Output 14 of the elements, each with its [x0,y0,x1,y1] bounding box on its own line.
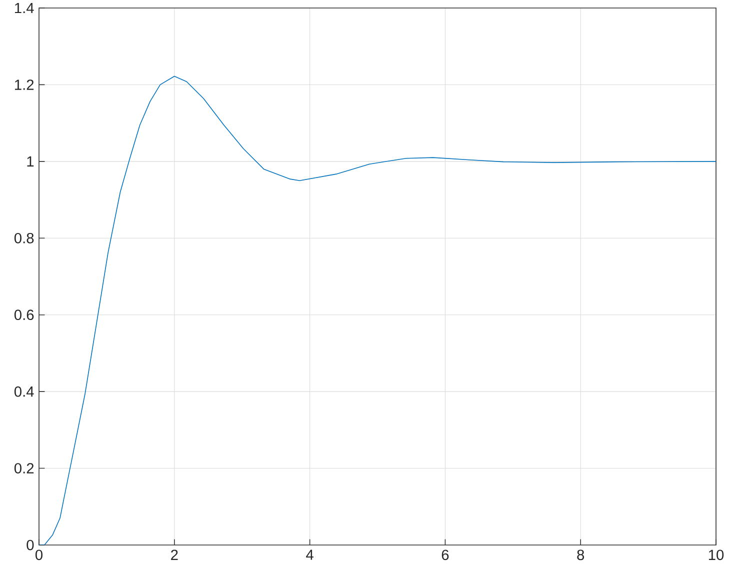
x-tick-label: 8 [577,550,584,560]
x-tick-label: 2 [171,550,178,560]
x-tick-label: 4 [306,550,314,560]
y-tick-label: 0 [26,540,34,550]
y-tick-label: 0.6 [14,310,34,320]
y-tick-label: 1 [27,156,34,166]
x-tick-label: 6 [442,550,449,560]
y-tick-label: 0.4 [14,386,34,397]
x-tick-label: 0 [35,550,42,560]
y-tick-label: 0.2 [14,463,34,474]
x-tick-label: 10 [708,550,724,560]
y-tick-label: 1.4 [15,2,34,14]
y-tick-label: 0.8 [14,232,34,244]
y-tick-label: 1.2 [15,80,34,90]
